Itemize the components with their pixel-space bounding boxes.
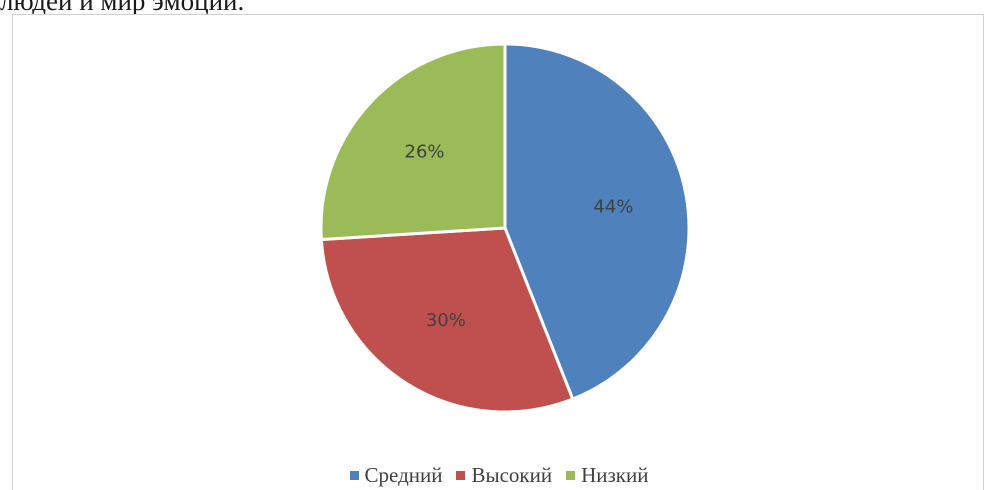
pie-label-low: 26% (405, 141, 445, 162)
legend-label-medium: Средний (364, 463, 443, 487)
document-text-line: людей и мир эмоций. (0, 0, 245, 16)
pie-slice-medium (503, 42, 691, 402)
legend-item-high: Высокий (456, 463, 552, 488)
legend-item-medium: Средний (349, 463, 443, 488)
legend-item-low: Низкий (566, 463, 648, 488)
pie-label-medium: 44% (593, 196, 633, 217)
pie-label-high: 30% (426, 310, 466, 331)
chart-legend: Средний Высокий Низкий (13, 463, 984, 488)
legend-swatch-low (566, 471, 576, 480)
pie-slice-low (319, 42, 507, 242)
pie-slices (319, 42, 691, 414)
legend-label-low: Низкий (581, 463, 649, 487)
legend-label-high: Высокий (471, 463, 553, 487)
chart-area: 44% 30% 26% Средний Высокий Низкий (12, 14, 984, 490)
pie-slice-high (319, 226, 575, 414)
pie-chart: 44% 30% 26% (319, 42, 691, 414)
legend-swatch-high (456, 471, 466, 480)
legend-swatch-medium (349, 471, 359, 480)
pie-data-labels: 44% 30% 26% (405, 141, 634, 331)
